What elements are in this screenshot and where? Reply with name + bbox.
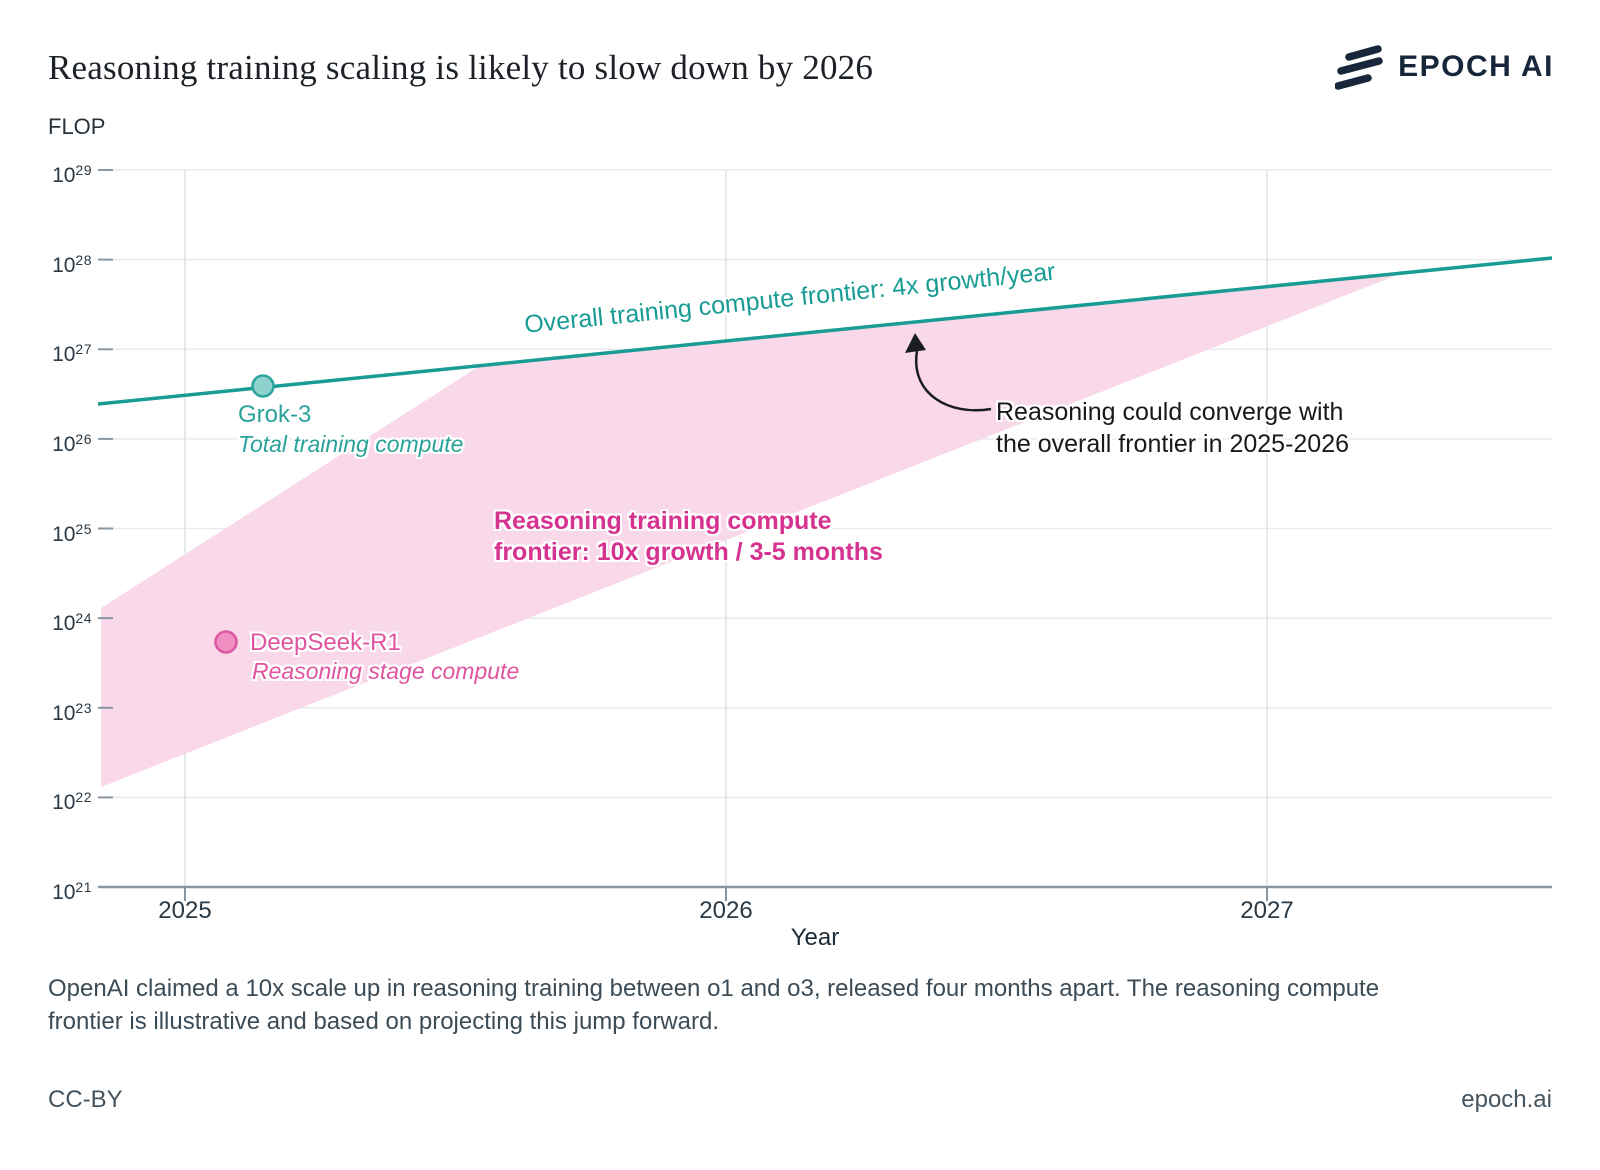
y-axis-title: FLOP — [48, 114, 106, 139]
y-tick-label-1e25: 1025 — [52, 520, 92, 546]
x-tick-label-2027: 2027 — [1240, 897, 1294, 924]
brand-name: EPOCH AI — [1398, 50, 1554, 83]
deepseek-r1-point — [214, 630, 238, 654]
page-title: Reasoning training scaling is likely to … — [48, 48, 874, 87]
grok3-point — [251, 374, 275, 398]
site-link[interactable]: epoch.ai — [1461, 1086, 1552, 1113]
y-tick-label-1e26: 1026 — [52, 430, 92, 456]
reasoning-frontier-label: Reasoning training compute frontier: 10x… — [494, 506, 883, 568]
x-tick-label-2026: 2026 — [699, 897, 753, 924]
convergence-annotation-line2: the overall frontier in 2025-2026 — [996, 430, 1350, 458]
x-tick-label-2025: 2025 — [158, 897, 212, 924]
grok3-sublabel: Total training compute — [238, 431, 464, 457]
annotation-arrow — [905, 333, 992, 412]
epoch-logo-icon — [1335, 45, 1383, 90]
brand-logo: EPOCH AI — [1335, 44, 1554, 90]
footnote-line1: OpenAI claimed a 10x scale up in reasoni… — [48, 975, 1380, 1002]
overall-frontier-line — [97, 256, 1553, 406]
footnote-line2: frontier is illustrative and based on pr… — [48, 1008, 719, 1035]
y-tick-marks — [98, 169, 113, 888]
y-tick-label-1e23: 1023 — [52, 699, 92, 725]
arrowhead-icon — [905, 333, 926, 353]
axes — [98, 169, 1552, 901]
y-tick-label-1e21: 1021 — [52, 879, 92, 904]
y-tick-label-1e22: 1022 — [52, 789, 92, 815]
horizontal-gridlines — [98, 169, 1552, 799]
y-tick-label-1e28: 1028 — [52, 251, 92, 277]
deepseek-r1-sublabel: Reasoning stage compute — [252, 658, 520, 684]
convergence-annotation-line1: Reasoning could converge with — [996, 398, 1344, 426]
footnote: OpenAI claimed a 10x scale up in reasoni… — [48, 972, 1379, 1038]
reasoning-frontier-band — [101, 273, 1402, 787]
reasoning-frontier-label-line1: Reasoning training compute — [494, 507, 832, 535]
convergence-annotation: Reasoning could converge with the overal… — [996, 396, 1349, 460]
grok3-label: Grok-3 — [238, 401, 312, 428]
reasoning-frontier-label-line2: frontier: 10x growth / 3-5 months — [494, 538, 883, 566]
y-tick-label-1e29: 1029 — [52, 162, 92, 187]
y-tick-label-1e24: 1024 — [52, 610, 92, 636]
license-label: CC-BY — [48, 1086, 123, 1113]
x-tick-marks — [184, 887, 1268, 901]
x-axis-title: Year — [790, 924, 840, 951]
y-tick-label-1e27: 1027 — [52, 341, 92, 367]
deepseek-r1-label: DeepSeek-R1 — [250, 629, 401, 656]
